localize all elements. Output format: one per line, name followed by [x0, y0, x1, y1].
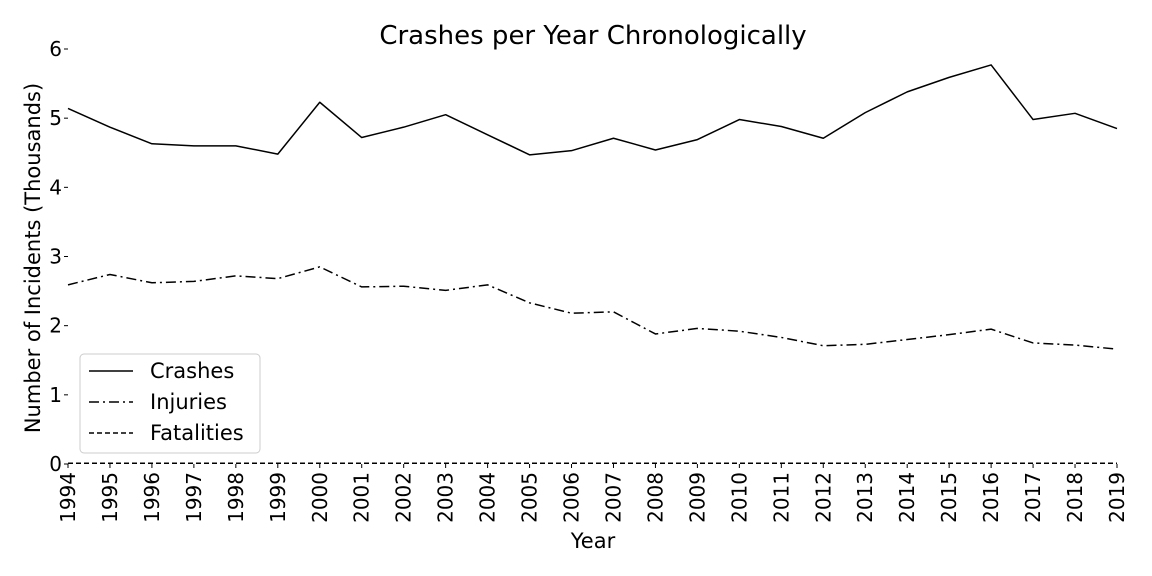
x-tick-label: 2011	[769, 472, 793, 523]
x-tick-label: 2007	[601, 472, 625, 523]
x-tick-label: 1996	[140, 472, 164, 523]
x-tick-label: 2009	[685, 472, 709, 523]
series-layer	[67, 64, 1118, 465]
x-tick-label: 2013	[853, 472, 877, 523]
x-tick-label: 2003	[434, 472, 458, 523]
series-line-injuries	[67, 266, 1118, 350]
x-tick-label: 1994	[56, 472, 80, 523]
x-tick-label: 2016	[979, 472, 1003, 523]
x-tick-label: 2006	[560, 472, 584, 523]
x-tick-label: 2005	[518, 472, 542, 523]
x-tick-label: 2004	[476, 472, 500, 523]
series-line-crashes	[67, 64, 1118, 156]
x-tick-label: 2018	[1063, 472, 1087, 523]
y-axis: 0 1 2 3 4 5 6	[49, 37, 68, 476]
legend-label: Fatalities	[150, 421, 244, 445]
x-tick-label: 1995	[98, 472, 122, 523]
x-tick-label: 2019	[1105, 472, 1129, 523]
x-tick-label: 2015	[937, 472, 961, 523]
x-tick-label: 2008	[643, 472, 667, 523]
y-tick-label: 5	[49, 106, 62, 130]
x-tick-label: 2001	[350, 472, 374, 523]
x-tick-label: 2017	[1021, 472, 1045, 523]
y-tick-label: 4	[49, 175, 62, 199]
x-tick-label: 1998	[224, 472, 248, 523]
y-axis-title: Number of Incidents (Thousands)	[21, 83, 45, 433]
x-tick-label: 2010	[727, 472, 751, 523]
legend-frame	[79, 353, 261, 454]
legend: Crashes Injuries Fatalities	[79, 353, 261, 454]
x-tick-label: 2002	[392, 472, 416, 523]
x-tick-label: 1999	[266, 472, 290, 523]
y-tick-label: 3	[49, 245, 62, 269]
x-axis: 1994 1995 1996 1997 1998 1999 2000 2001 2002 2003…	[56, 464, 1129, 523]
x-tick-label: 2012	[811, 472, 835, 523]
legend-label: Crashes	[150, 359, 234, 383]
y-tick-label: 2	[49, 314, 62, 338]
chart-title: Crashes per Year Chronologically	[379, 21, 806, 51]
legend-label: Injuries	[150, 390, 227, 414]
x-tick-label: 1997	[182, 472, 206, 523]
y-tick-label: 1	[49, 383, 62, 407]
x-tick-label: 2000	[308, 472, 332, 523]
x-tick-label: 2014	[895, 472, 919, 523]
y-tick-label: 0	[49, 452, 62, 476]
x-axis-title: Year	[570, 529, 616, 553]
y-tick-label: 6	[49, 37, 62, 61]
